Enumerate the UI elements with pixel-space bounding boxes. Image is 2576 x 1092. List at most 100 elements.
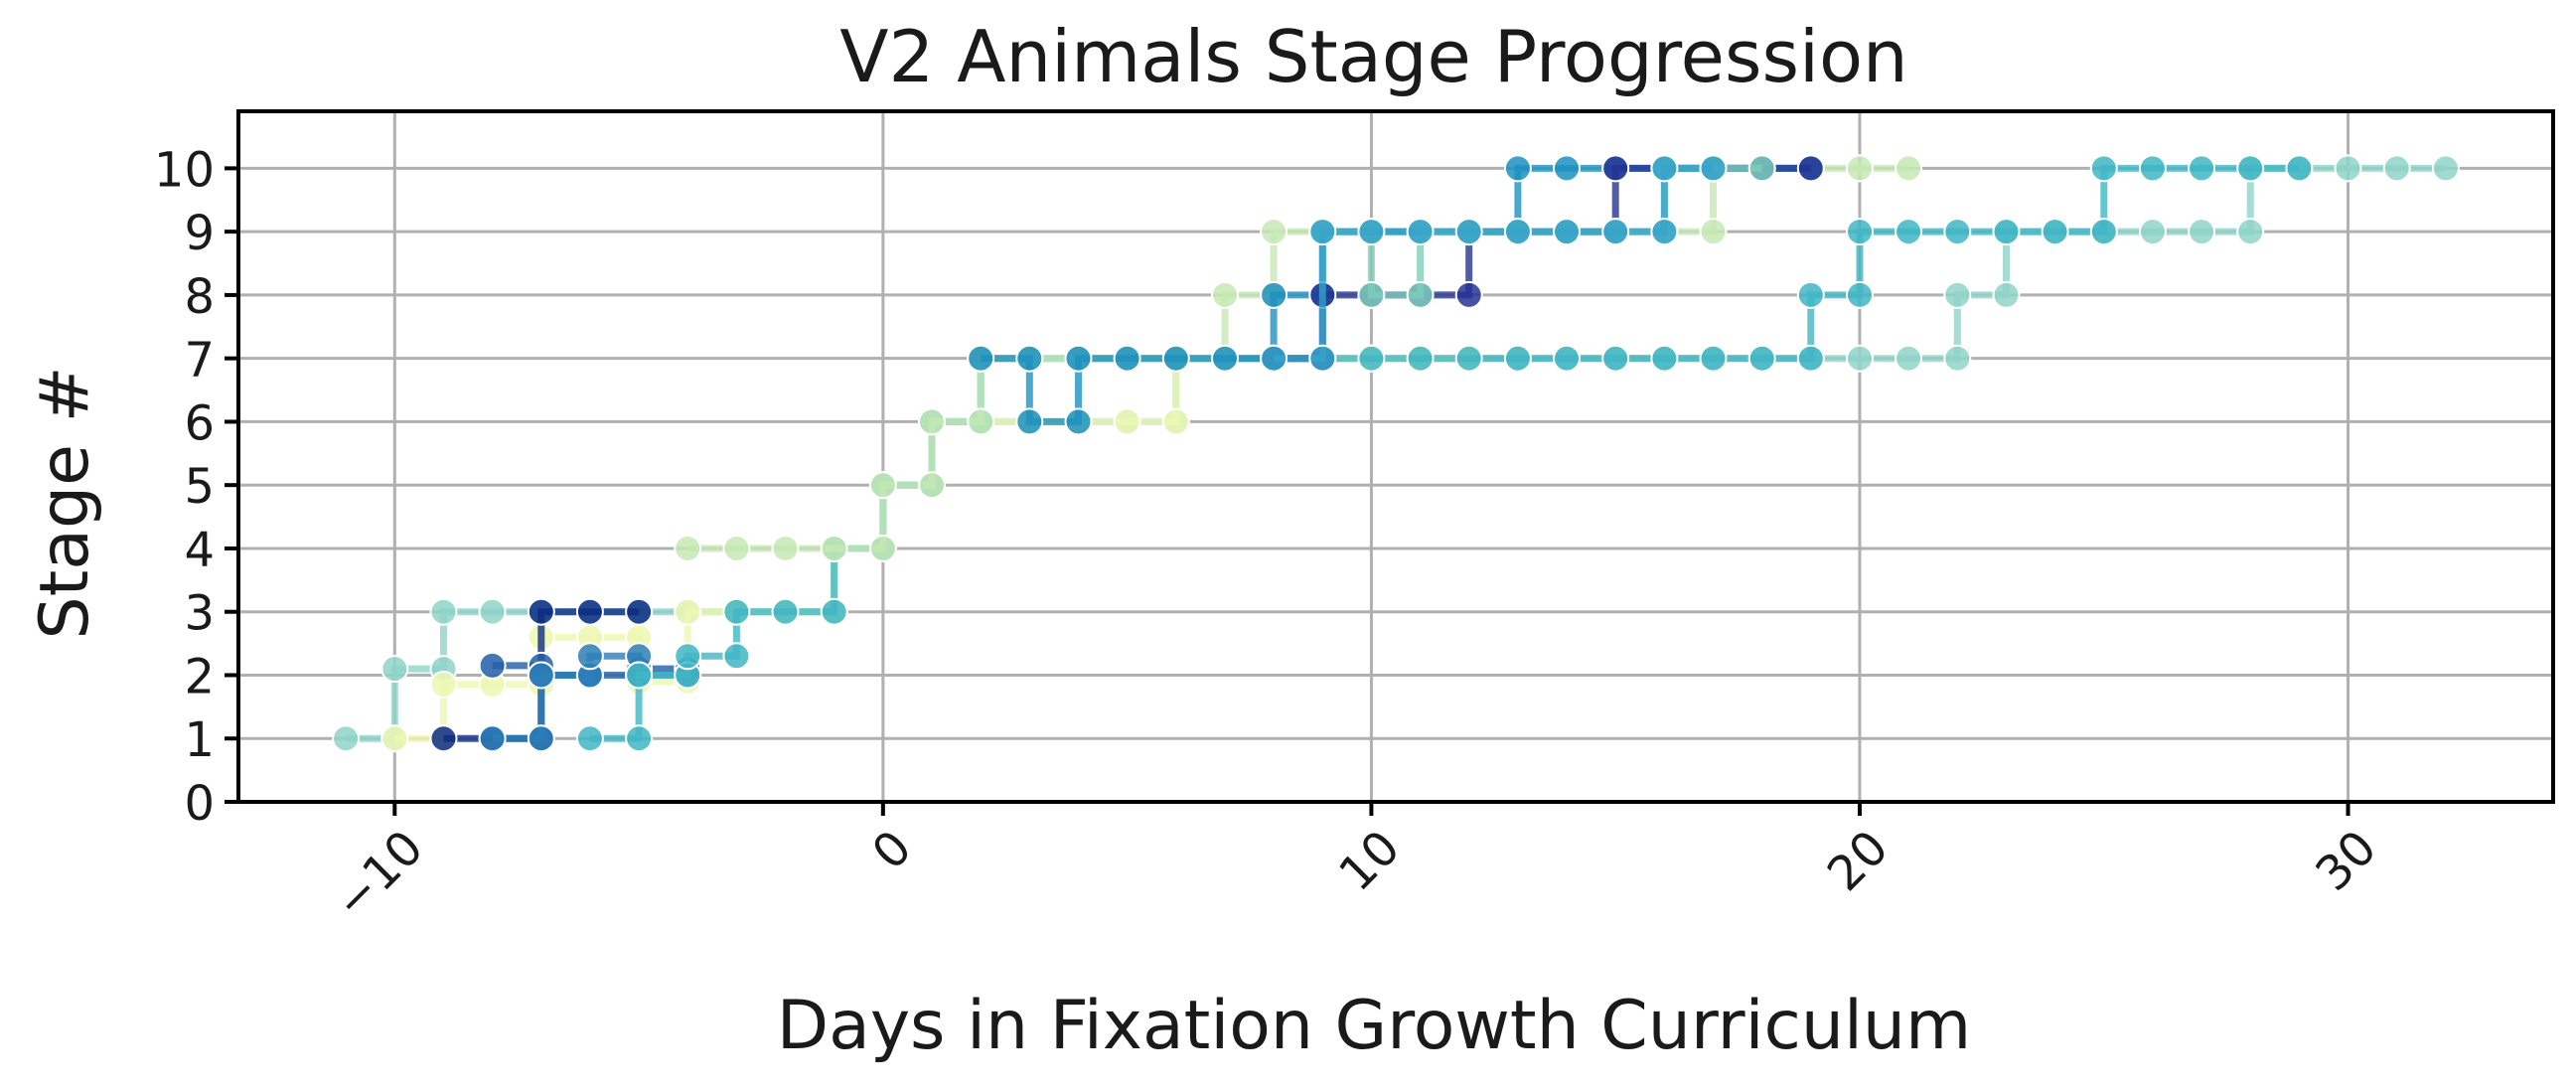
data-point: [1601, 154, 1630, 183]
data-point: [918, 471, 946, 500]
data-point: [1161, 344, 1190, 373]
data-point: [771, 535, 800, 562]
data-point: [1260, 280, 1288, 309]
data-point: [1894, 344, 1923, 373]
data-point: [1894, 154, 1923, 183]
chart-title: V2 Animals Stage Progression: [839, 15, 1907, 98]
data-point: [820, 597, 848, 626]
data-point: [2089, 154, 2118, 183]
data-point: [674, 597, 702, 626]
data-point: [1699, 154, 1728, 183]
data-point: [1308, 344, 1337, 373]
series-layer: [332, 154, 2460, 753]
y-tick-label: 10: [154, 142, 215, 198]
data-point: [1454, 218, 1483, 246]
data-point: [1211, 344, 1239, 373]
data-point: [527, 597, 555, 626]
data-point: [2138, 154, 2167, 183]
data-point: [1015, 344, 1044, 373]
data-point: [1943, 218, 1972, 246]
data-point: [1260, 344, 1288, 373]
data-point: [1503, 218, 1532, 246]
plot-frame: [236, 109, 2555, 804]
y-tick-label: 2: [184, 649, 215, 704]
data-point: [1796, 154, 1825, 183]
data-point: [1650, 154, 1679, 183]
data-point: [527, 724, 555, 753]
data-point: [1846, 344, 1874, 373]
data-point: [1503, 154, 1532, 183]
data-point: [1503, 344, 1532, 373]
data-point: [2382, 154, 2411, 183]
data-point: [1699, 344, 1728, 373]
series-1: [332, 154, 2460, 753]
data-point: [2236, 218, 2265, 246]
data-point: [527, 661, 555, 690]
data-point: [1113, 407, 1141, 436]
data-point: [1260, 218, 1288, 246]
data-point: [1406, 344, 1435, 373]
data-point: [429, 597, 458, 626]
data-point: [674, 535, 702, 562]
y-tick-label: 0: [184, 776, 215, 832]
data-point: [478, 597, 507, 626]
data-point: [1601, 218, 1630, 246]
y-tick-label: 3: [184, 586, 215, 642]
x-axis-title: Days in Fixation Growth Curriculum: [777, 987, 1971, 1065]
data-point: [429, 671, 458, 699]
data-point: [478, 651, 507, 680]
data-point: [1064, 344, 1093, 373]
data-point: [2138, 218, 2167, 246]
x-tick-label: 10: [1328, 820, 1411, 902]
data-point: [1113, 344, 1141, 373]
data-point: [1846, 218, 1874, 246]
data-point: [1064, 407, 1093, 436]
data-point: [722, 535, 751, 562]
data-point: [625, 661, 654, 690]
data-point: [868, 471, 897, 500]
data-point: [2431, 154, 2460, 183]
data-point: [575, 597, 604, 626]
y-tick-label: 5: [184, 459, 215, 515]
data-point: [380, 724, 409, 753]
y-tick-label: 4: [184, 523, 215, 578]
data-point: [1211, 280, 1239, 309]
data-point: [2188, 218, 2216, 246]
y-axis-title: Stage #: [26, 366, 104, 639]
data-point: [1553, 344, 1581, 373]
data-point: [332, 724, 361, 753]
grid-layer: [238, 111, 2553, 804]
series-line: [1274, 164, 1811, 363]
data-point: [1992, 280, 2021, 309]
data-point: [625, 724, 654, 753]
data-point: [1406, 280, 1435, 309]
data-point: [868, 535, 897, 562]
data-point: [2334, 154, 2362, 183]
data-point: [967, 344, 995, 373]
data-point: [2236, 154, 2265, 183]
data-point: [1943, 280, 1972, 309]
data-point: [1161, 407, 1190, 436]
series-line: [589, 164, 2300, 742]
data-point: [2188, 154, 2216, 183]
data-point: [1796, 280, 1825, 309]
data-point: [1943, 344, 1972, 373]
series-line: [1274, 164, 1714, 363]
data-point: [575, 642, 604, 671]
data-point: [1406, 218, 1435, 246]
y-tick-label: 7: [184, 333, 215, 389]
data-point: [967, 407, 995, 436]
data-point: [1015, 407, 1044, 436]
data-point: [1796, 344, 1825, 373]
series-11: [1260, 154, 1728, 373]
data-point: [2041, 218, 2069, 246]
series-6: [575, 154, 2314, 753]
data-point: [1894, 218, 1923, 246]
x-tick-label: 20: [1817, 820, 1899, 902]
data-point: [918, 407, 946, 436]
y-tick-label: 9: [184, 206, 215, 261]
data-point: [722, 597, 751, 626]
data-point: [1846, 154, 1874, 183]
